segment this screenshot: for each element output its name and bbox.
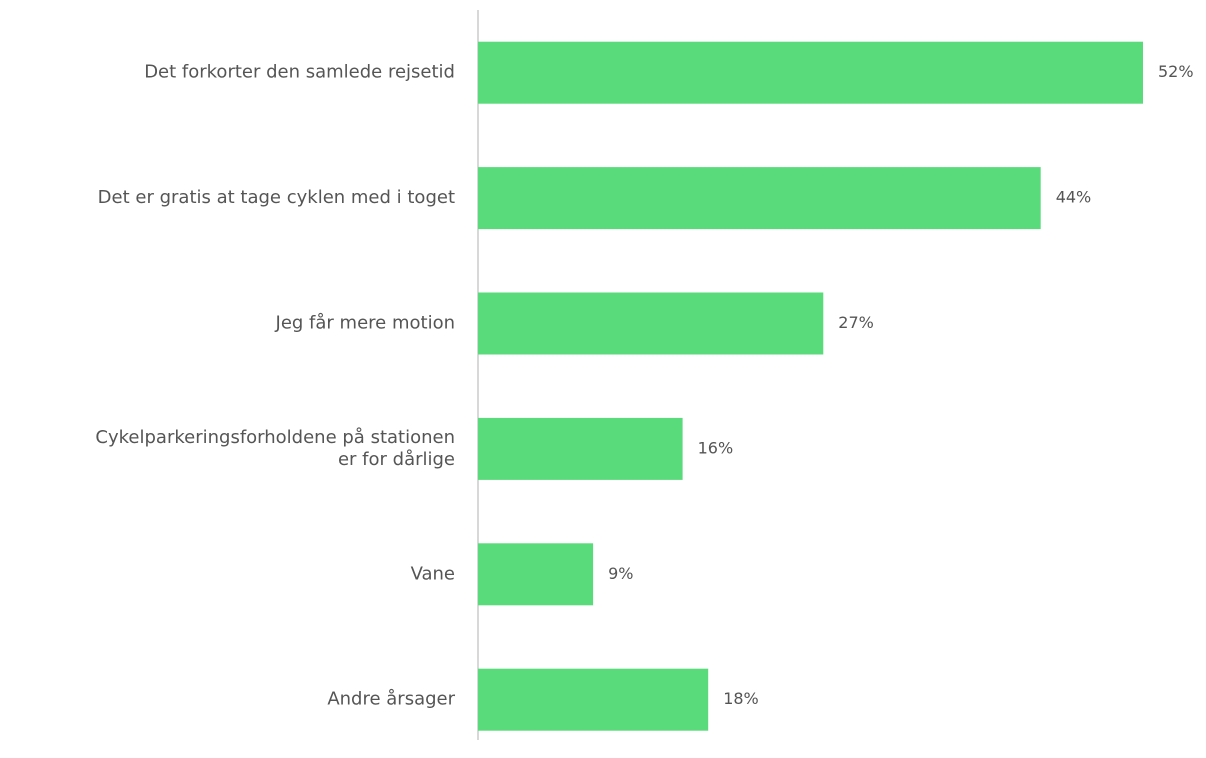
value-label: 9% <box>608 564 633 583</box>
value-label: 16% <box>698 438 734 457</box>
category-label: Det forkorter den samlede rejsetid <box>144 62 455 83</box>
bar <box>478 417 683 480</box>
bar <box>478 668 709 731</box>
value-label: 18% <box>723 689 759 708</box>
bar <box>478 543 594 606</box>
value-label: 44% <box>1056 188 1092 207</box>
category-label: Vane <box>411 563 455 584</box>
category-label: Cykelparkeringsforholdene på stationen er… <box>95 427 455 470</box>
bar <box>478 167 1041 230</box>
category-label: Det er gratis at tage cyklen med i toget <box>98 187 455 208</box>
category-label: Jeg får mere motion <box>275 313 455 334</box>
value-label: 27% <box>838 313 874 332</box>
bar <box>478 292 824 355</box>
value-label: 52% <box>1158 62 1194 81</box>
bar <box>478 41 1143 104</box>
category-label: Andre årsager <box>327 689 455 710</box>
